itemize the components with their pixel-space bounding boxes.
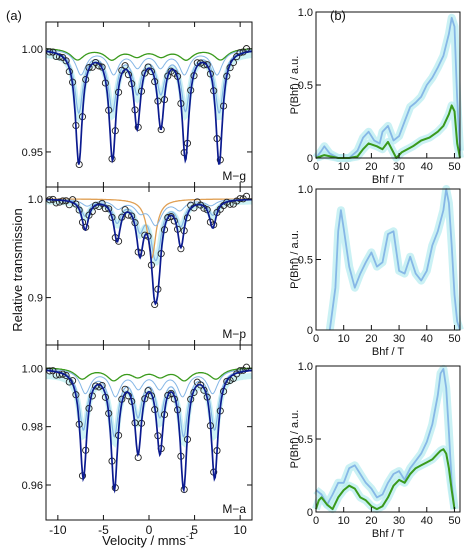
x-tick-label: 20 — [365, 333, 377, 345]
y-tick-label: 1.00 — [22, 363, 43, 375]
total-fit-line — [46, 198, 252, 306]
x-axis-label: Bhf / T — [372, 346, 404, 358]
x-tick-label: -10 — [49, 523, 67, 537]
data-point — [55, 198, 64, 206]
y-tick-label: 1.0 — [298, 184, 313, 196]
x-tick-label: 0 — [146, 523, 153, 537]
y-tick-label: 1.00 — [22, 44, 43, 56]
data-point — [62, 57, 70, 65]
bhf-panel: 0 0.5 1.0 0 10 20 30 40 50 Bhf / T P(Bhf) / a.u. — [289, 361, 461, 540]
y-axis-label: P(Bhf) / a.u. — [289, 230, 301, 289]
x-tick-label: 30 — [393, 333, 405, 345]
mossbauer-panel: 0.9 1.0 M−p — [28, 186, 253, 346]
x-tick-label: 40 — [421, 161, 433, 173]
y-tick-label: 1.0 — [28, 194, 43, 206]
x-tick-label: 0 — [313, 161, 319, 173]
data-point — [98, 199, 106, 207]
data-point — [164, 214, 172, 222]
sample-label: M−a — [222, 502, 246, 516]
subspectrum-line — [46, 369, 252, 438]
x-tick-label: 10 — [338, 161, 350, 173]
x-tick-label: 20 — [365, 515, 377, 527]
data-point — [203, 206, 211, 214]
y-tick-label: 0.95 — [22, 147, 43, 159]
x-tick-label: 10 — [233, 523, 247, 537]
bhf-distribution-line — [315, 448, 456, 511]
x-axis-label: Bhf / T — [372, 174, 404, 186]
y-axis-label: Relative transmission — [10, 208, 25, 332]
data-point — [75, 206, 83, 214]
data-point — [144, 387, 152, 395]
data-point — [223, 377, 231, 385]
x-tick-label: 50 — [448, 333, 460, 345]
y-tick-label: 0.5 — [298, 434, 313, 446]
x-tick-label: -5 — [98, 523, 109, 537]
y-tick-label: 0 — [307, 325, 313, 337]
y-axis-label: P(Bhf) / a.u. — [289, 56, 301, 115]
x-tick-label: 50 — [448, 161, 460, 173]
green-component-line — [46, 367, 252, 382]
subspectrum2-line — [46, 368, 252, 398]
sample-label: M−g — [222, 169, 246, 183]
y-tick-label: 0.5 — [298, 80, 313, 92]
bhf-panel: 0 0.5 1.0 0 10 20 30 40 50 Bhf / T P(Bhf) / a.u. — [289, 184, 464, 358]
data-point — [62, 371, 70, 380]
data-point — [144, 63, 152, 71]
total-fit-line — [45, 50, 252, 165]
x-tick-label: 40 — [421, 333, 433, 345]
data-point — [236, 195, 244, 203]
y-tick-label: 0.9 — [28, 293, 43, 305]
y-tick-label: 1.0 — [298, 7, 313, 19]
y-tick-label: 0 — [307, 153, 313, 165]
x-tick-label: 40 — [421, 515, 433, 527]
data-point — [200, 204, 208, 212]
y-tick-label: 0.98 — [22, 422, 43, 434]
subspectrum2-line — [46, 198, 252, 227]
x-tick-label: 50 — [448, 515, 460, 527]
x-tick-label: 30 — [393, 515, 405, 527]
x-tick-label: 10 — [338, 515, 350, 527]
bhf-panel: 0 0.5 1.0 0 10 20 30 40 50 Bhf / T P(Bhf) / a.u. — [289, 7, 464, 186]
data-point — [59, 370, 67, 378]
panel-frame — [45, 186, 253, 346]
data-point — [147, 67, 155, 76]
panel-label-a: (a) — [6, 8, 22, 23]
y-tick-label: 0.96 — [22, 480, 43, 492]
mossbauer-panel: 0.95 1.00 M−g — [22, 21, 253, 188]
panel-frame — [45, 344, 253, 521]
mossbauer-panel: 0.96 0.98 1.00 M−a — [22, 344, 253, 521]
data-point — [203, 61, 211, 69]
total-fit-line — [46, 369, 252, 494]
x-axis-label: Velocity / mms-1 — [102, 531, 194, 548]
y-tick-label: 1.0 — [298, 361, 313, 373]
data-point — [72, 200, 80, 208]
subspectrum2-line — [45, 49, 252, 76]
panel-label-b: (b) — [330, 8, 346, 23]
bhf-uncertainty-band — [312, 13, 464, 162]
subspectrum-band — [46, 198, 252, 266]
x-axis-label: Bhf / T — [372, 528, 404, 540]
sample-label: M−p — [222, 327, 246, 341]
x-tick-label: 30 — [393, 161, 405, 173]
x-tick-label: 10 — [338, 333, 350, 345]
y-axis-label: P(Bhf) / a.u. — [289, 410, 301, 469]
bhf-distribution-line — [315, 368, 456, 510]
data-point — [105, 205, 113, 213]
green-component-line — [46, 48, 252, 61]
y-tick-label: 0.5 — [298, 255, 313, 267]
x-tick-label: 20 — [365, 161, 377, 173]
x-tick-label: 0 — [313, 333, 319, 345]
data-point — [236, 367, 244, 375]
data-point — [128, 212, 136, 220]
data-point — [55, 371, 64, 379]
mossbauer-plots: 0.95 1.00 M−g 0.9 1.0 M−p 0.96 0.98 1.00 M−a -10 -5… — [22, 21, 253, 537]
x-tick-label: 0 — [313, 515, 319, 527]
y-tick-label: 0 — [307, 507, 313, 519]
x-tick-label: 5 — [191, 523, 198, 537]
bhf-uncertainty-band — [325, 185, 464, 332]
bhf-distribution-line — [328, 188, 461, 331]
bhf-distribution-line — [315, 104, 461, 159]
